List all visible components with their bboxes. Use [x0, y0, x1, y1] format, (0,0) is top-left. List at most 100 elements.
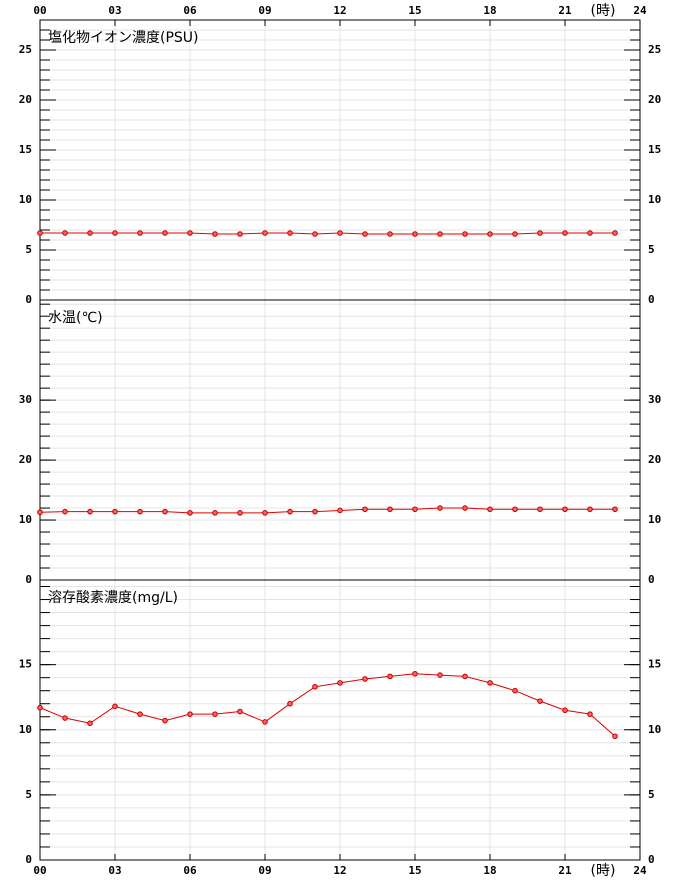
x-tick-label: 06 [183, 4, 197, 17]
x-tick-label: 03 [108, 4, 121, 17]
data-point [262, 719, 268, 725]
y-tick-label: 20 [19, 453, 32, 466]
data-point [612, 506, 618, 513]
y-tick-label-right: 15 [648, 658, 661, 671]
data-point [487, 506, 493, 513]
x-tick-label: 21 [558, 864, 572, 877]
data-point [537, 506, 543, 513]
data-point [262, 510, 268, 516]
data-point [312, 231, 318, 237]
data-point [387, 673, 393, 680]
y-tick-label-right: 10 [648, 193, 661, 206]
x-tick-label: 12 [333, 864, 346, 877]
x-tick-label: 09 [258, 864, 271, 877]
y-tick-label: 0 [25, 853, 32, 866]
y-tick-label: 5 [25, 243, 32, 256]
data-point [187, 510, 193, 516]
x-tick-label: 12 [333, 4, 346, 17]
data-point [212, 711, 218, 717]
data-point [162, 230, 168, 236]
data-point [362, 676, 368, 682]
data-point [187, 711, 193, 717]
y-tick-label: 5 [25, 788, 32, 801]
data-point [512, 231, 518, 237]
x-tick-label: 03 [108, 864, 121, 877]
data-point [237, 231, 243, 237]
data-point [262, 230, 268, 236]
data-line [40, 232, 615, 235]
y-tick-label-right: 25 [648, 43, 661, 56]
y-tick-label-right: 20 [648, 93, 661, 106]
data-point [162, 717, 168, 724]
y-tick-label-right: 20 [648, 453, 661, 466]
y-tick-label: 0 [25, 293, 32, 306]
data-point [337, 230, 343, 236]
data-point [212, 510, 218, 516]
data-point [337, 680, 343, 686]
data-point [587, 230, 593, 236]
x-tick-label: 18 [483, 864, 496, 877]
x-tick-label: 00 [33, 4, 46, 17]
data-point [112, 703, 118, 710]
data-point [112, 230, 118, 236]
data-point [287, 700, 293, 707]
data-point [312, 683, 318, 690]
y-tick-label-right: 0 [648, 853, 655, 866]
data-point [412, 506, 418, 513]
y-tick-label-right: 30 [648, 393, 661, 406]
data-point [212, 231, 218, 237]
panel-title: 水温(℃) [48, 310, 103, 326]
data-point [87, 720, 93, 727]
y-tick-label: 10 [19, 513, 32, 526]
y-tick-label: 25 [19, 43, 32, 56]
data-point [612, 733, 618, 740]
data-point [37, 704, 43, 711]
panel-title: 溶存酸素濃度(mg/L) [48, 590, 178, 606]
data-point [237, 510, 243, 516]
y-tick-label: 15 [19, 658, 32, 671]
data-line [39, 507, 615, 514]
data-point [562, 506, 568, 513]
x-tick-label: 15 [408, 4, 421, 17]
data-point [162, 508, 168, 515]
data-point [412, 231, 418, 237]
x-tick-label: 18 [483, 4, 496, 17]
data-point [462, 673, 468, 680]
x-tick-label: 15 [408, 864, 421, 877]
y-tick-label-right: 0 [648, 573, 655, 586]
data-point [62, 230, 68, 236]
data-point [37, 230, 43, 236]
data-point [537, 230, 543, 236]
data-point [387, 231, 393, 237]
data-point [512, 687, 518, 694]
data-line [39, 673, 616, 737]
data-point [287, 230, 293, 236]
data-point [62, 508, 68, 515]
y-tick-label: 20 [19, 93, 32, 106]
y-tick-label-right: 5 [648, 788, 655, 801]
data-point [362, 506, 368, 513]
x-tick-label: 24 [633, 864, 647, 877]
data-point [487, 231, 493, 237]
x-tick-label: 00 [33, 864, 46, 877]
panel-title: 塩化物イオン濃度(PSU) [48, 30, 199, 46]
y-tick-label: 10 [19, 193, 32, 206]
y-tick-label-right: 5 [648, 243, 655, 256]
data-point [412, 670, 418, 677]
data-point [437, 672, 443, 678]
data-point [462, 505, 468, 511]
y-tick-label-right: 10 [648, 723, 661, 736]
data-point [137, 711, 143, 717]
x-tick-label: 24 [633, 4, 647, 17]
data-point [562, 230, 568, 236]
x-tick-label: 06 [183, 864, 197, 877]
data-point [312, 508, 318, 515]
data-point [37, 509, 43, 516]
data-point [337, 507, 343, 514]
data-point [137, 230, 143, 236]
data-point [612, 230, 618, 236]
data-point [237, 708, 243, 715]
x-axis-label: (時) [591, 863, 616, 879]
data-point [87, 230, 93, 236]
